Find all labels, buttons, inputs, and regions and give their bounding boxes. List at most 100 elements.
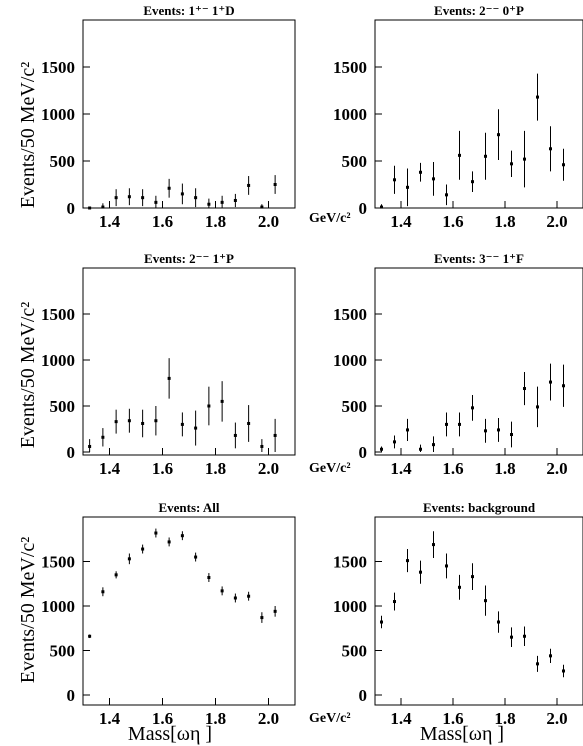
x-tick-label: 1.4 — [99, 709, 121, 728]
point-marker — [432, 177, 435, 181]
data-point — [114, 571, 118, 579]
data-point — [220, 586, 224, 596]
x-tick-label: 2.0 — [258, 709, 279, 728]
data-point — [260, 439, 264, 452]
y-tick-label: 1000 — [41, 597, 75, 616]
panel-frame — [374, 267, 583, 456]
y-tick-label: 1000 — [333, 105, 367, 124]
x-tick-label: 1.8 — [494, 212, 515, 231]
data-point — [194, 188, 198, 208]
point-marker — [510, 635, 513, 639]
data-point — [247, 405, 251, 442]
x-tick-label: 1.4 — [390, 212, 412, 231]
point-marker — [471, 406, 474, 410]
data-point — [549, 126, 552, 172]
point-marker — [432, 543, 435, 547]
point-marker — [88, 444, 92, 448]
data-point — [180, 412, 184, 437]
data-point — [510, 421, 513, 448]
data-point — [101, 428, 105, 447]
point-marker — [484, 429, 487, 433]
data-point — [484, 132, 487, 180]
point-marker — [273, 433, 277, 437]
point-marker — [471, 180, 474, 184]
data-point — [406, 418, 409, 441]
data-point — [273, 175, 277, 194]
x-tick-label: 1.8 — [205, 212, 226, 231]
data-point — [127, 408, 131, 433]
data-point — [549, 648, 552, 663]
point-marker — [562, 163, 565, 167]
data-point — [114, 409, 118, 434]
point-marker — [167, 376, 171, 380]
point-marker — [101, 205, 105, 209]
panel-title: Events: 1⁺⁻ 1⁺D — [143, 3, 234, 18]
x-tick-label: 2.0 — [546, 459, 567, 478]
ylabel-row-1: Events/50 MeV/c² — [17, 62, 39, 209]
data-point — [141, 409, 145, 438]
data-point — [233, 422, 237, 449]
point-marker — [247, 183, 251, 187]
point-marker — [445, 193, 448, 197]
point-marker — [510, 162, 513, 166]
y-tick-label: 0 — [359, 199, 368, 218]
point-marker — [260, 444, 264, 448]
point-marker — [380, 620, 383, 624]
point-marker — [114, 573, 118, 577]
data-point — [458, 130, 461, 180]
y-tick-label: 500 — [342, 642, 368, 661]
point-marker — [233, 596, 237, 600]
data-point — [380, 615, 383, 629]
panel-5: Events: All 0 500 1000 1500 1.4 1.6 1.8 2.0 — [41, 500, 296, 728]
ylabel-row-3: Events/50 MeV/c² — [17, 537, 39, 684]
point-marker — [471, 575, 474, 579]
point-marker — [562, 384, 565, 388]
data-point — [127, 188, 131, 206]
panel-frame — [82, 516, 296, 706]
panel-frame — [82, 267, 296, 456]
x-tick-label: 1.6 — [442, 709, 463, 728]
point-marker — [484, 599, 487, 603]
data-point — [88, 634, 92, 639]
point-marker — [445, 422, 448, 426]
point-marker — [180, 534, 184, 538]
data-point — [101, 587, 105, 597]
point-marker — [393, 600, 396, 604]
y-tick-label: 1500 — [333, 58, 367, 77]
point-marker — [419, 570, 422, 574]
point-marker — [167, 186, 171, 190]
data-point — [88, 206, 92, 210]
point-marker — [207, 404, 211, 408]
panel-title: Events: 2⁻⁻ 0⁺P — [434, 3, 524, 18]
point-marker — [406, 185, 409, 189]
data-point — [510, 627, 513, 647]
data-point — [207, 386, 211, 426]
point-marker — [233, 433, 237, 437]
point-marker — [194, 555, 198, 559]
data-point — [207, 573, 211, 582]
data-point — [471, 171, 474, 193]
x-tick-label: 2.0 — [258, 459, 279, 478]
point-marker — [523, 634, 526, 638]
data-point — [536, 655, 539, 672]
point-marker — [220, 399, 224, 403]
point-marker — [406, 428, 409, 432]
data-point — [562, 364, 565, 407]
point-marker — [127, 557, 131, 561]
panel-3: Events: 2⁻⁻ 1⁺P 0 500 1000 1500 1.4 1.6 1.8 2.0 — [41, 251, 296, 478]
point-marker — [458, 422, 461, 426]
data-point — [562, 664, 565, 678]
y-tick-label: 1000 — [41, 351, 75, 370]
data-point — [273, 606, 277, 617]
x-unit-label-row-3: GeV/c² — [309, 711, 351, 726]
point-marker — [141, 196, 145, 200]
data-point — [194, 552, 198, 562]
point-marker — [127, 419, 131, 423]
data-point — [458, 412, 461, 437]
point-marker — [497, 620, 500, 624]
data-point — [167, 358, 171, 399]
data-point — [393, 435, 396, 449]
point-marker — [432, 443, 435, 447]
data-point — [393, 165, 396, 194]
data-point — [497, 611, 500, 633]
